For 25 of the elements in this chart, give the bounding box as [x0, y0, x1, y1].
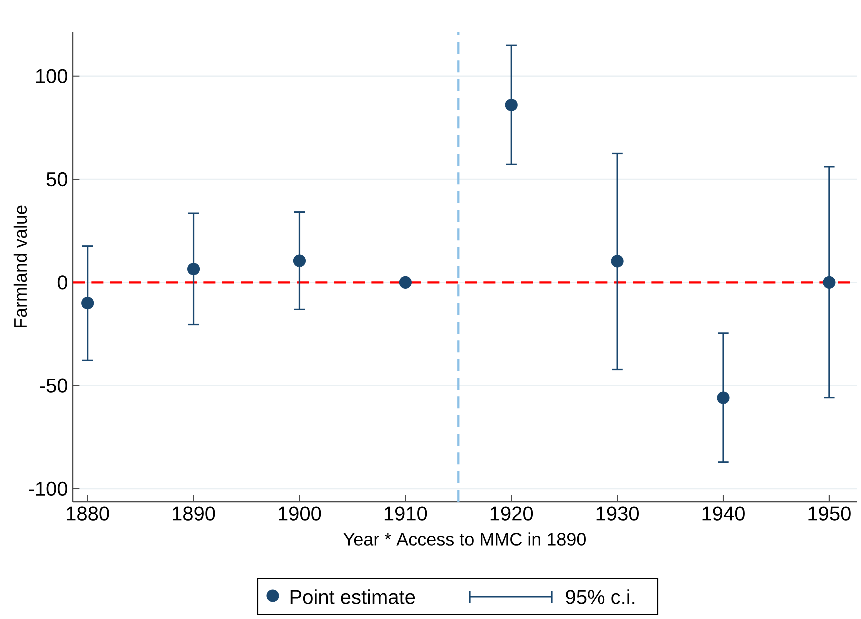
y-tick-label: 50 [46, 172, 68, 187]
y-axis-title: Farmland value [14, 206, 28, 328]
text: 95% c.i. [566, 590, 635, 604]
x-axis-title: Year * Access to MMC in 1890 [344, 532, 586, 546]
y-tick-label: 100 [36, 69, 68, 84]
point [293, 254, 306, 268]
x-tick-label: 1900 [279, 506, 322, 521]
point [717, 392, 730, 404]
y-tick-label: 0 [58, 276, 68, 290]
point [823, 276, 836, 289]
x-tick-label: 1950 [808, 506, 851, 521]
x-tick-label: 1910 [384, 506, 428, 521]
point [505, 98, 518, 112]
point [188, 262, 200, 276]
point [611, 255, 624, 268]
x-tick-label: 1880 [67, 506, 110, 521]
x-tick-label: 1940 [702, 506, 745, 521]
x-tick-label: 1890 [173, 506, 216, 521]
y-tick-label: -50 [40, 378, 68, 393]
point [399, 276, 412, 289]
x-tick-label: 1930 [596, 506, 640, 521]
y-tick-label: -100 [29, 482, 68, 496]
point [82, 297, 94, 310]
x-tick-label: 1920 [490, 506, 534, 521]
legend-label: Point estimate [290, 590, 416, 604]
